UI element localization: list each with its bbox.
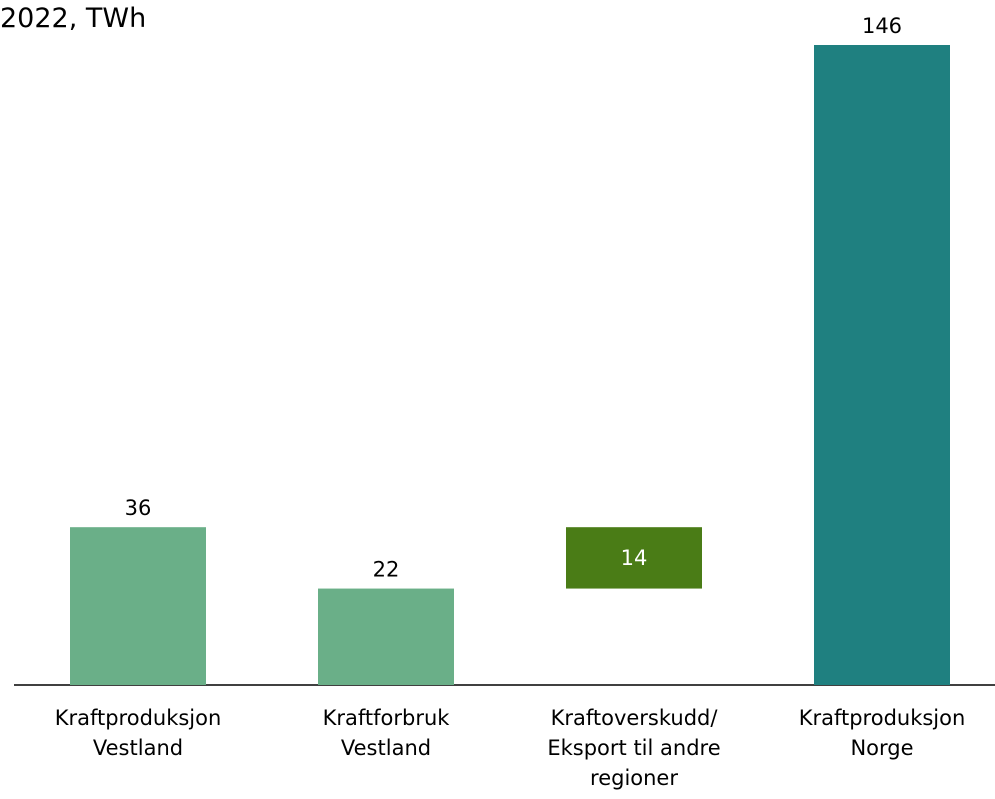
bar [70, 527, 206, 685]
x-tick-label-line: Norge [850, 736, 913, 760]
data-label: 22 [373, 558, 400, 582]
x-tick-label-line: Kraftforbruk [323, 706, 451, 730]
x-tick-label: Kraftproduksjon Vestland [55, 706, 222, 760]
data-label: 36 [125, 496, 152, 520]
bar [566, 527, 702, 589]
data-label: 14 [621, 546, 648, 570]
x-tick-label-line: Eksport til andre [547, 736, 720, 760]
bar [318, 588, 454, 685]
x-tick-label-line: Kraftoverskudd/ [551, 706, 719, 730]
data-label: 146 [862, 14, 902, 38]
x-tick-label: Kraftforbruk Vestland [323, 706, 451, 760]
chart-title: 2022, TWh [0, 3, 146, 34]
x-tick-label-line: Kraftproduksjon [55, 706, 222, 730]
x-tick-label-line: Kraftproduksjon [799, 706, 966, 730]
x-tick-label-line: Vestland [341, 736, 431, 760]
x-tick-label: Kraftproduksjon Norge [799, 706, 966, 760]
x-tick-label-line: Vestland [93, 736, 183, 760]
bar [814, 45, 950, 685]
x-tick-label-line: regioner [590, 766, 678, 790]
x-tick-label: Kraftoverskudd/Eksport til andre regioner [547, 706, 720, 790]
